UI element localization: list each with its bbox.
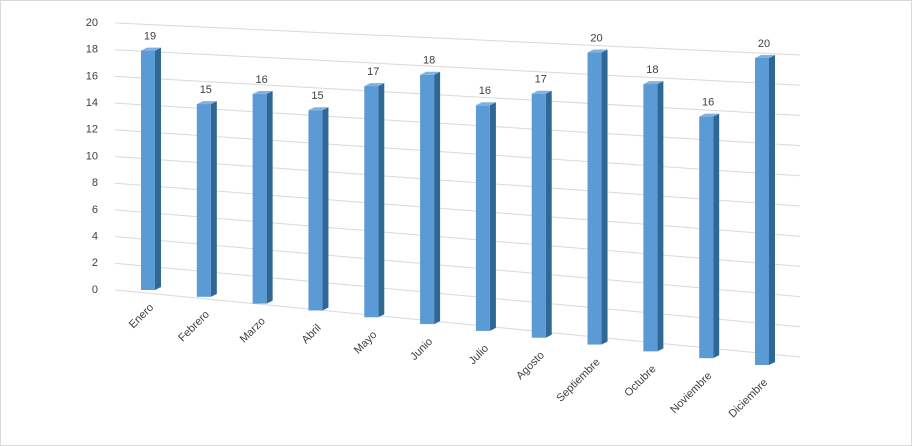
data-label: 16 <box>702 96 714 108</box>
bar <box>141 50 155 290</box>
bar <box>196 104 211 297</box>
bar-top <box>141 47 161 51</box>
y-tick-label: 0 <box>92 284 98 296</box>
bar-side <box>266 91 273 304</box>
bar-side <box>155 47 161 290</box>
data-label: 15 <box>311 90 323 102</box>
y-tick-label: 8 <box>92 177 98 189</box>
bar-top <box>587 49 608 53</box>
bar-top <box>252 91 273 95</box>
grid-line <box>114 102 801 147</box>
bar <box>252 94 267 304</box>
grid-line <box>114 129 801 177</box>
y-tick-label: 18 <box>86 44 98 56</box>
bar <box>587 52 602 345</box>
data-label: 20 <box>590 32 602 44</box>
bar-side <box>378 83 385 318</box>
data-label: 18 <box>423 55 435 67</box>
grid-line <box>114 236 801 298</box>
y-tick-label: 4 <box>92 231 98 243</box>
bar-side <box>489 102 496 331</box>
data-label: 17 <box>535 74 547 86</box>
grid-line <box>114 22 801 56</box>
bar-side <box>657 81 664 352</box>
bar-side <box>210 101 217 297</box>
y-tick-label: 14 <box>86 97 98 109</box>
grid-line <box>114 49 801 86</box>
y-tick-label: 6 <box>92 204 98 216</box>
bar-top <box>755 55 775 58</box>
data-label: 16 <box>479 85 491 97</box>
bar-top <box>699 113 720 117</box>
grid-line <box>114 262 801 328</box>
grid-line <box>114 182 801 237</box>
y-tick-label: 20 <box>86 17 98 29</box>
bar <box>531 93 546 338</box>
bar-side <box>769 55 775 365</box>
y-tick-label: 16 <box>86 70 98 82</box>
grid-line <box>114 75 801 116</box>
y-tick-label: 12 <box>86 124 98 136</box>
bar-top <box>531 90 552 94</box>
bar <box>420 74 435 325</box>
grid-line <box>114 156 801 207</box>
bar-side <box>713 113 720 359</box>
data-label: 20 <box>758 38 770 50</box>
bar-top <box>420 71 441 75</box>
bar-side <box>434 71 441 325</box>
data-label: 16 <box>256 74 268 86</box>
bar-side <box>545 90 552 338</box>
y-tick-label: 2 <box>92 257 98 269</box>
bar-side <box>601 49 608 345</box>
bar <box>364 86 379 318</box>
grid-line <box>114 209 801 267</box>
bar <box>755 58 769 365</box>
data-label: 17 <box>367 66 379 78</box>
bar-top <box>196 101 217 105</box>
bar <box>308 110 323 311</box>
bar <box>475 105 490 331</box>
data-label: 18 <box>646 64 658 76</box>
bar <box>643 84 658 352</box>
bar-top <box>643 81 664 85</box>
data-label: 15 <box>200 84 212 96</box>
y-tick-label: 10 <box>86 150 98 162</box>
data-label: 19 <box>144 31 156 43</box>
bar-side <box>322 107 329 311</box>
bar <box>699 116 714 359</box>
grid-line <box>114 289 801 358</box>
bar-top <box>475 102 496 106</box>
bar-top <box>308 107 329 111</box>
bar-top <box>364 83 385 87</box>
